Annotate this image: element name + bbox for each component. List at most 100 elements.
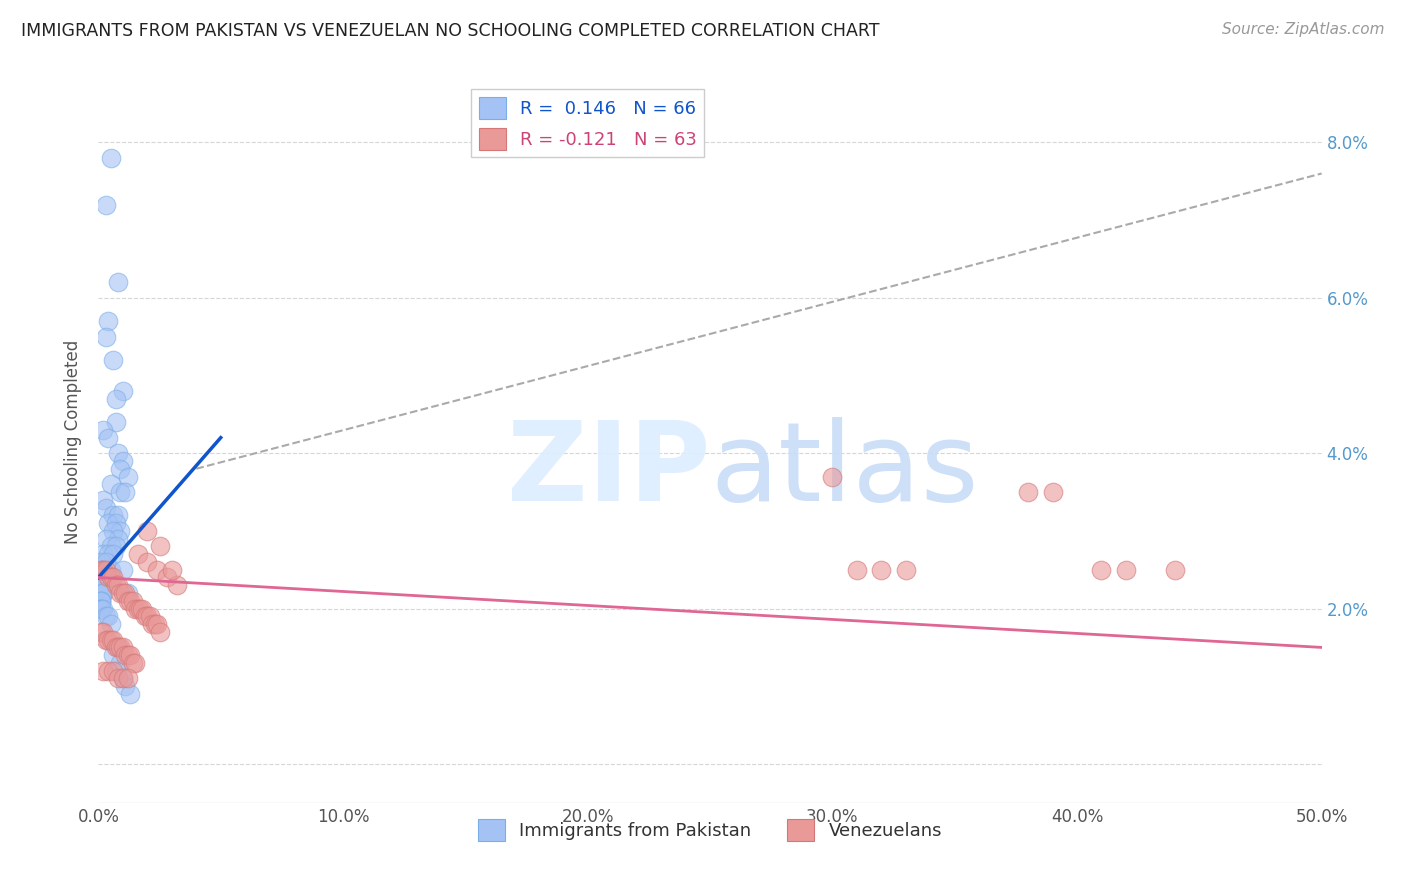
- Point: [146, 563, 169, 577]
- Point: [114, 586, 136, 600]
- Text: atlas: atlas: [710, 417, 979, 524]
- Point: [111, 672, 134, 686]
- Point: [91, 563, 114, 577]
- Point: [101, 664, 124, 678]
- Point: [90, 601, 112, 615]
- Point: [91, 547, 114, 561]
- Point: [90, 578, 112, 592]
- Point: [149, 624, 172, 639]
- Point: [114, 679, 136, 693]
- Point: [91, 664, 114, 678]
- Point: [120, 648, 142, 663]
- Point: [94, 570, 117, 584]
- Point: [117, 469, 139, 483]
- Point: [90, 563, 112, 577]
- Point: [90, 601, 112, 615]
- Point: [104, 578, 127, 592]
- Point: [90, 601, 112, 615]
- Point: [101, 570, 124, 584]
- Point: [111, 384, 134, 398]
- Point: [101, 353, 124, 368]
- Point: [110, 524, 132, 538]
- Point: [94, 555, 117, 569]
- Point: [111, 563, 134, 577]
- Legend: Immigrants from Pakistan, Venezuelans: Immigrants from Pakistan, Venezuelans: [471, 812, 949, 848]
- Point: [1042, 485, 1064, 500]
- Point: [104, 516, 127, 530]
- Point: [101, 648, 124, 663]
- Point: [141, 617, 163, 632]
- Point: [139, 609, 162, 624]
- Point: [101, 547, 124, 561]
- Point: [91, 492, 114, 507]
- Point: [90, 594, 112, 608]
- Point: [104, 640, 127, 655]
- Point: [104, 392, 127, 406]
- Point: [136, 524, 159, 538]
- Point: [100, 632, 122, 647]
- Point: [90, 570, 112, 584]
- Point: [121, 594, 143, 608]
- Point: [101, 508, 124, 523]
- Point: [1164, 563, 1187, 577]
- Point: [107, 672, 129, 686]
- Point: [111, 640, 134, 655]
- Point: [107, 275, 129, 289]
- Point: [131, 601, 153, 615]
- Point: [114, 648, 136, 663]
- Point: [110, 461, 132, 475]
- Point: [111, 586, 134, 600]
- Point: [97, 547, 120, 561]
- Point: [94, 563, 117, 577]
- Point: [104, 540, 127, 554]
- Point: [894, 563, 917, 577]
- Point: [100, 477, 122, 491]
- Text: Source: ZipAtlas.com: Source: ZipAtlas.com: [1222, 22, 1385, 37]
- Point: [94, 532, 117, 546]
- Point: [149, 540, 172, 554]
- Point: [100, 540, 122, 554]
- Point: [870, 563, 893, 577]
- Point: [110, 586, 132, 600]
- Text: ZIP: ZIP: [506, 417, 710, 524]
- Point: [111, 672, 134, 686]
- Point: [124, 656, 146, 670]
- Point: [156, 570, 179, 584]
- Point: [97, 516, 120, 530]
- Point: [1017, 485, 1039, 500]
- Point: [107, 446, 129, 460]
- Point: [94, 500, 117, 515]
- Point: [120, 687, 142, 701]
- Point: [124, 601, 146, 615]
- Point: [91, 423, 114, 437]
- Point: [166, 578, 188, 592]
- Point: [117, 594, 139, 608]
- Point: [94, 197, 117, 211]
- Point: [121, 656, 143, 670]
- Point: [1090, 563, 1112, 577]
- Point: [97, 664, 120, 678]
- Point: [90, 563, 112, 577]
- Point: [90, 594, 112, 608]
- Point: [100, 563, 122, 577]
- Point: [101, 632, 124, 647]
- Point: [129, 601, 152, 615]
- Point: [91, 578, 114, 592]
- Point: [90, 586, 112, 600]
- Point: [97, 632, 120, 647]
- Point: [136, 555, 159, 569]
- Point: [107, 578, 129, 592]
- Point: [110, 640, 132, 655]
- Point: [845, 563, 868, 577]
- Point: [110, 485, 132, 500]
- Point: [94, 329, 117, 343]
- Point: [91, 563, 114, 577]
- Point: [90, 594, 112, 608]
- Point: [160, 563, 183, 577]
- Point: [91, 586, 114, 600]
- Point: [91, 570, 114, 584]
- Point: [90, 555, 112, 569]
- Point: [107, 532, 129, 546]
- Point: [114, 485, 136, 500]
- Point: [90, 578, 112, 592]
